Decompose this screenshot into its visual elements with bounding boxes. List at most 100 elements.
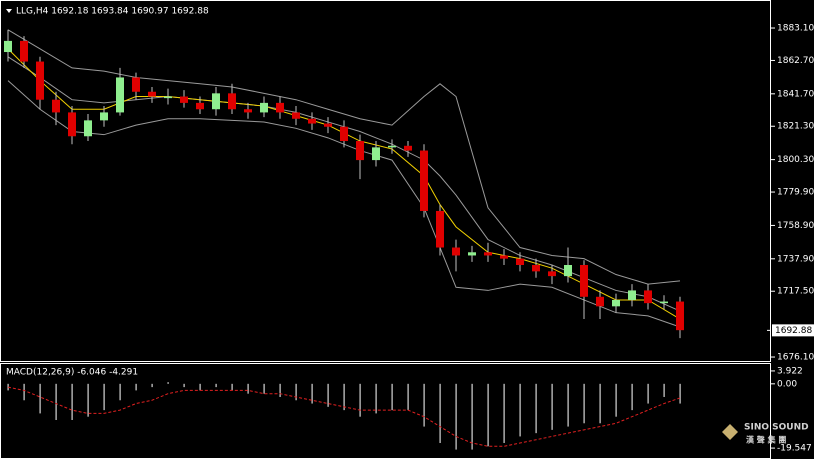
macd-bar: [39, 383, 41, 414]
candle-body: [516, 258, 524, 265]
indicator-line: [7, 80, 681, 328]
y-tick-label: 1841.70: [777, 89, 814, 99]
macd-bar: [247, 383, 249, 394]
candle-body: [532, 265, 540, 272]
macd-bar: [471, 383, 473, 450]
candle-body: [292, 112, 300, 119]
candle-body: [228, 93, 236, 110]
candle-body: [36, 61, 44, 100]
macd-bar: [87, 383, 89, 417]
macd-bar: [455, 383, 457, 450]
logo-icon: [722, 424, 738, 440]
macd-bar: [567, 383, 569, 427]
macd-bar: [647, 383, 649, 404]
indicator-line: [7, 56, 681, 312]
indicator-line: [7, 48, 681, 320]
watermark-subtitle: 漢 聲 集 團: [746, 435, 786, 445]
macd-bar: [663, 383, 665, 397]
candle-body: [500, 255, 508, 259]
candle-body: [468, 252, 476, 256]
macd-bar: [23, 383, 25, 401]
macd-bar: [151, 383, 153, 388]
macd-bar: [199, 383, 201, 391]
macd-bar: [311, 383, 313, 404]
macd-bar: [135, 383, 137, 391]
candle-body: [548, 271, 556, 277]
candle-body: [100, 112, 108, 121]
macd-bar: [583, 383, 585, 424]
indicator-line: [7, 29, 681, 285]
candle-body: [340, 126, 348, 142]
candle-body: [676, 301, 684, 331]
candle-body: [436, 210, 444, 248]
candle-body: [68, 112, 76, 137]
macd-title: MACD(12,26,9) -6.046 -4.291: [6, 368, 138, 378]
candle-body: [660, 301, 668, 304]
y-tick-label: 1676.10: [777, 353, 814, 363]
candle-body: [260, 102, 268, 113]
candle-body: [644, 290, 652, 304]
macd-bar: [103, 383, 105, 411]
last-price-box: [772, 324, 814, 337]
macd-bar: [183, 383, 185, 388]
candle-body: [164, 96, 172, 99]
candle-body: [484, 252, 492, 256]
macd-bar: [551, 383, 553, 430]
last-price-label: 1692.88: [775, 326, 812, 336]
macd-bar: [631, 383, 633, 411]
macd-bar: [343, 383, 345, 411]
macd-bar: [359, 383, 361, 417]
y-tick-label: 1779.90: [777, 188, 814, 198]
macd-bar: [55, 383, 57, 420]
candle-body: [4, 40, 12, 53]
y-tick-label: 1758.90: [777, 221, 814, 231]
y-tick-label: 1737.90: [777, 254, 814, 264]
macd-bar: [375, 383, 377, 414]
candle-body: [420, 150, 428, 211]
y-tick-label: 0.00: [777, 379, 797, 389]
candle-body: [276, 102, 284, 113]
watermark-name: SINO SOUND: [744, 423, 809, 433]
candle-body: [564, 265, 572, 277]
candle-body: [20, 40, 28, 62]
candle-body: [372, 147, 380, 161]
y-tick-label: 1883.10: [777, 24, 814, 34]
y-tick-label: 1800.30: [777, 155, 814, 165]
candle-body: [356, 141, 364, 161]
macd-bar: [519, 383, 521, 437]
candle-body: [196, 102, 204, 110]
candle-body: [452, 247, 460, 256]
macd-bar: [71, 383, 73, 420]
candle-body: [596, 296, 604, 307]
candle-body: [180, 96, 188, 103]
macd-bar: [231, 383, 233, 391]
macd-bar: [279, 383, 281, 397]
candle-body: [612, 299, 620, 307]
candle-body: [388, 145, 396, 148]
candle-body: [404, 145, 412, 151]
macd-bar: [439, 383, 441, 444]
macd-bar: [295, 383, 297, 401]
chart-title: LLG,H4 1692.18 1693.84 1690.97 1692.88: [16, 7, 209, 17]
candle-body: [580, 265, 588, 297]
macd-bar: [535, 383, 537, 434]
y-tick-label: 1821.30: [777, 122, 814, 132]
macd-bar: [391, 383, 393, 411]
candle-body: [84, 120, 92, 137]
macd-bar: [167, 382, 169, 384]
candle-body: [52, 99, 60, 113]
candle-body: [324, 123, 332, 127]
macd-bar: [119, 383, 121, 401]
candle-body: [132, 77, 140, 92]
macd-bar: [327, 383, 329, 407]
macd-bar: [263, 383, 265, 394]
macd-bar: [423, 383, 425, 427]
macd-bar: [215, 383, 217, 388]
macd-bar: [615, 383, 617, 417]
macd-bar: [407, 383, 409, 411]
menu-arrow: [6, 9, 12, 13]
candle-body: [212, 93, 220, 110]
macd-bar: [487, 383, 489, 447]
candle-body: [628, 290, 636, 300]
candle-body: [308, 118, 316, 124]
